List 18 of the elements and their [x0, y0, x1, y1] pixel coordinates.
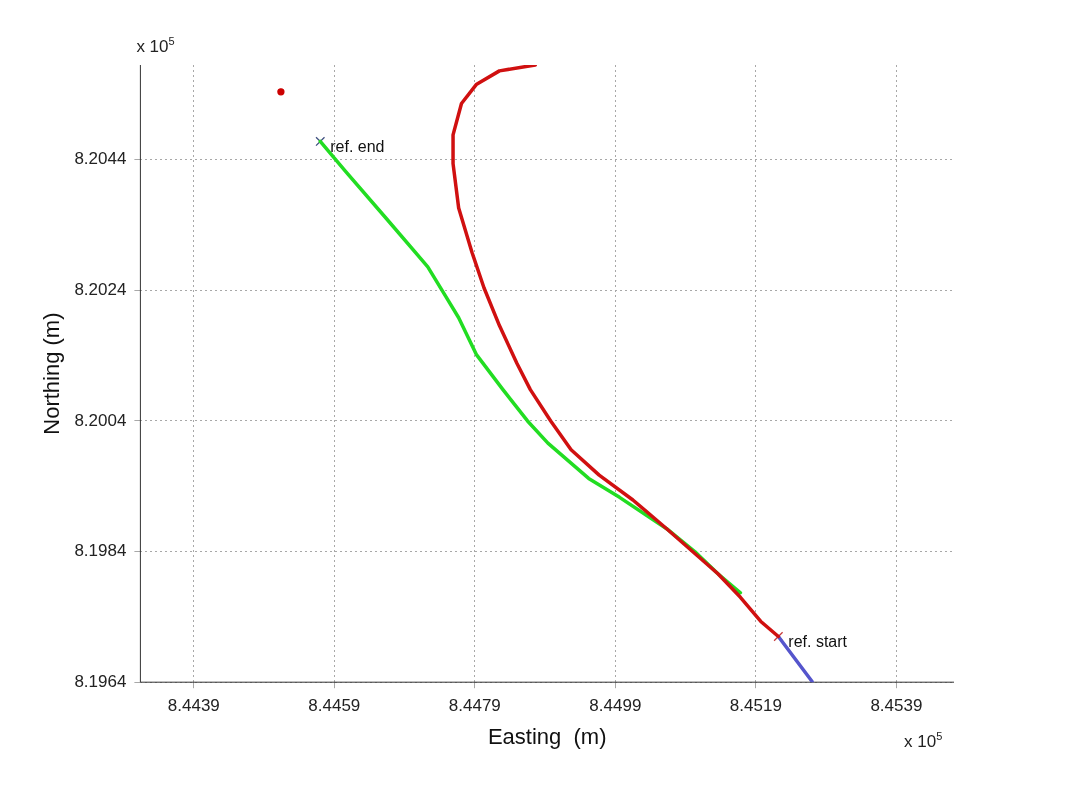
x-tick-label: 8.4479 [448, 696, 501, 716]
y-tick-label: 8.2044 [74, 149, 127, 169]
y-axis-title: Northing (m) [39, 312, 65, 435]
annotation: ref. end [330, 137, 385, 155]
y-tick-label: 8.2004 [74, 410, 127, 430]
x-tick-label: 8.4499 [589, 696, 642, 716]
text: x 10$^{5}$ [136, 35, 175, 57]
y-tick-label: 8.1984 [74, 541, 127, 561]
text: x 10$^{5}$ [904, 730, 943, 752]
x-axis-title: Easting (m) [487, 723, 607, 749]
x-tick-label: 8.4519 [729, 696, 782, 716]
x-tick-label: 8.4459 [308, 696, 361, 716]
x-tick-label: 8.4439 [167, 696, 220, 716]
point [277, 88, 285, 96]
y-tick-label: 8.1964 [74, 671, 127, 691]
x-tick-label: 8.4539 [870, 696, 923, 716]
y-tick-label: 8.2024 [74, 280, 127, 300]
annotation: ref. start [788, 632, 848, 650]
